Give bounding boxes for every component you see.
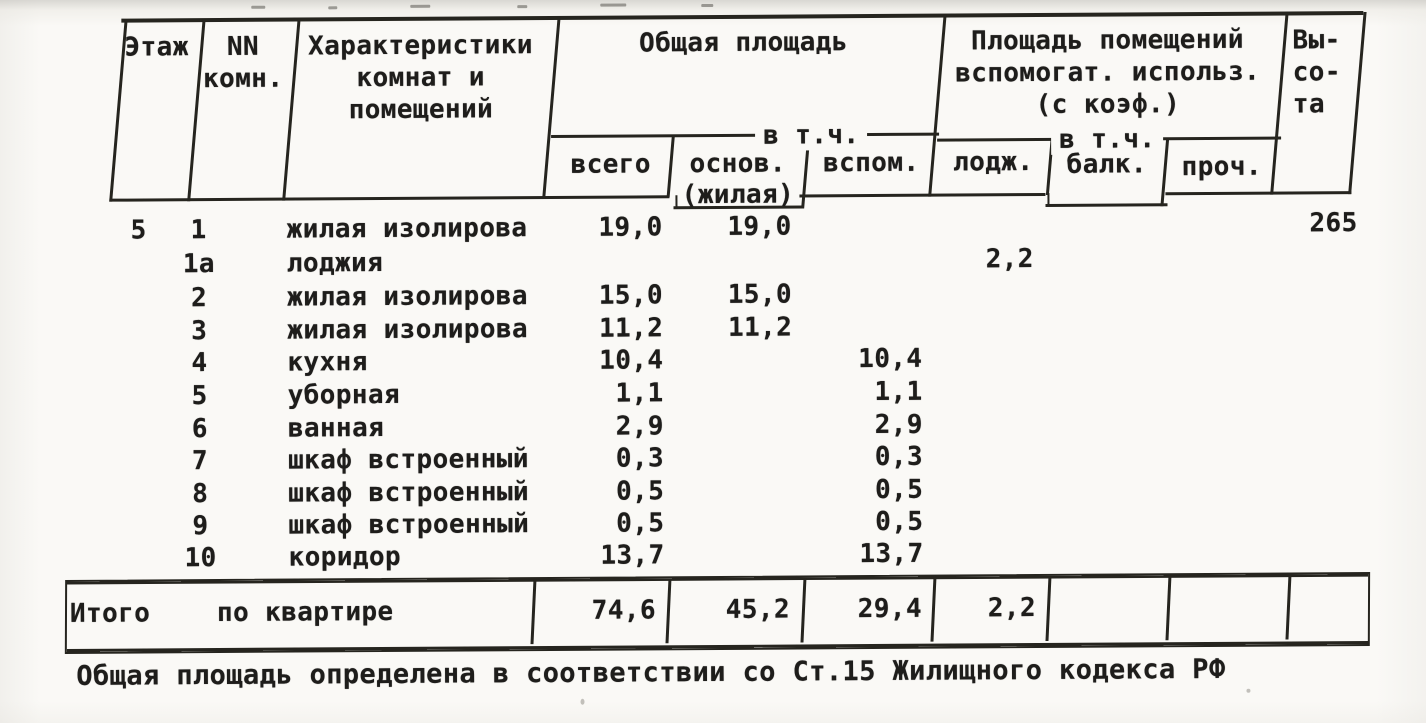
cell-room-no: 3	[191, 316, 208, 347]
cell-total: 0,5	[616, 508, 665, 539]
scan-artifact	[600, 3, 627, 7]
cell-loggia: 2,2	[985, 244, 1034, 275]
cell-room-no: 6	[191, 414, 208, 445]
cell-main: 19,0	[727, 211, 792, 242]
cell-total: 0,3	[615, 443, 665, 474]
totals-loggia: 2,2	[987, 593, 1037, 624]
cell-aux: 0,3	[874, 441, 924, 473]
cell-aux: 10,4	[858, 343, 923, 375]
scan-artifact	[517, 5, 528, 9]
totals-total: 74,6	[591, 595, 657, 626]
header-col-other: проч.	[1181, 151, 1262, 183]
header-col-total: всего	[570, 149, 651, 180]
cell-room-no: 1	[190, 215, 207, 246]
totals-label-left: Итого	[69, 598, 151, 629]
header-room-no-line2: комн.	[202, 63, 284, 95]
scan-artifact	[251, 5, 266, 9]
cell-room-name: жилая изолирова	[287, 314, 529, 346]
cell-room-no: 7	[191, 446, 209, 477]
cell-total: 0,5	[615, 476, 665, 507]
cell-room-name: шкаф встроенный	[287, 444, 529, 476]
cell-total: 2,9	[615, 411, 664, 442]
header-col-main-sub: (жилая)	[681, 179, 795, 211]
cell-height: 265	[1309, 208, 1358, 239]
cell-room-no: 5	[191, 381, 208, 412]
cell-room-name: ванная	[287, 413, 385, 444]
scan-speck	[580, 698, 585, 705]
cell-room-name: жилая изолирова	[286, 213, 528, 245]
cell-room-no: 1а	[182, 249, 215, 280]
cell-room-name: уборная	[287, 379, 401, 411]
header-aux-group-line2: вспомогат. использ.	[955, 56, 1261, 89]
totals-main: 45,2	[725, 594, 791, 625]
header-col-loggia: лодж.	[952, 147, 1034, 178]
cell-loggia	[920, 210, 1034, 211]
table-bottom-border	[1165, 191, 1352, 195]
cell-room-name: кухня	[287, 347, 368, 378]
header-height-line1: Вы-	[1292, 25, 1341, 56]
cell-floor: 5	[130, 215, 147, 246]
cell-room-name: шкаф встроенный	[288, 509, 530, 541]
cell-main: 15,0	[727, 279, 793, 310]
col-border-right	[1348, 12, 1367, 195]
header-aux-group-line3: (с коэф.)	[1035, 89, 1181, 121]
scan-artifact	[410, 4, 431, 8]
cell-room-no: 4	[191, 348, 208, 379]
cell-aux: 0,5	[874, 474, 924, 506]
cell-room-no: 8	[192, 479, 209, 510]
header-incl-label-1: в т.ч.	[754, 120, 868, 151]
cell-room-no: 10	[184, 543, 217, 574]
cell-aux: 13,7	[859, 538, 924, 570]
header-total-area-group: Общая площадь	[639, 27, 848, 59]
table-top-border	[121, 11, 1364, 23]
header-characteristics-line2: комнат и	[356, 62, 486, 94]
cell-total: 13,7	[600, 540, 665, 571]
cell-aux: 1,1	[874, 376, 923, 408]
cell-room-name: лоджия	[286, 248, 384, 279]
cell-room-name: шкаф встроенный	[288, 477, 530, 509]
cell-room-name: коридор	[288, 541, 402, 573]
header-characteristics-line3: помещений	[348, 94, 494, 126]
cell-main: 11,2	[727, 312, 793, 343]
cell-total: 1,1	[615, 378, 664, 409]
cell-total: 10,4	[599, 345, 664, 376]
scan-artifact	[701, 3, 714, 8]
footnote-text: Общая площадь определена в соответствии …	[76, 653, 1226, 692]
scan-artifact	[328, 6, 338, 10]
cell-total: 19,0	[598, 212, 663, 243]
header-col-balcony: балк.	[1066, 149, 1147, 180]
header-col-main: основ.	[689, 148, 786, 180]
cell-aux	[805, 211, 922, 212]
cell-room-no: 9	[192, 511, 209, 542]
table-bottom-border	[799, 192, 1046, 198]
cell-aux: 0,5	[875, 506, 924, 538]
header-floor: Этаж	[124, 32, 189, 63]
scan-speck	[1246, 688, 1251, 693]
header-col-aux: вспом.	[822, 147, 920, 179]
header-height-line3: та	[1292, 89, 1326, 120]
header-aux-group-line1: Площадь помещений	[970, 24, 1245, 57]
header-room-no-line1: NN	[226, 31, 260, 62]
cell-room-no: 2	[190, 283, 208, 314]
totals-label-right: по квартире	[216, 596, 394, 629]
header-height-line2: со-	[1292, 57, 1341, 88]
totals-aux: 29,4	[857, 593, 923, 625]
cell-dip-line	[1045, 203, 1168, 207]
cell-room-name: жилая изолирова	[286, 281, 528, 313]
table-bottom-border	[109, 195, 670, 202]
header-characteristics-line1: Характеристики	[308, 30, 533, 62]
cell-total: 11,2	[598, 313, 664, 344]
cell-aux: 2,9	[874, 409, 923, 441]
incl-divider-line	[551, 132, 940, 138]
cell-total: 15,0	[598, 280, 664, 311]
